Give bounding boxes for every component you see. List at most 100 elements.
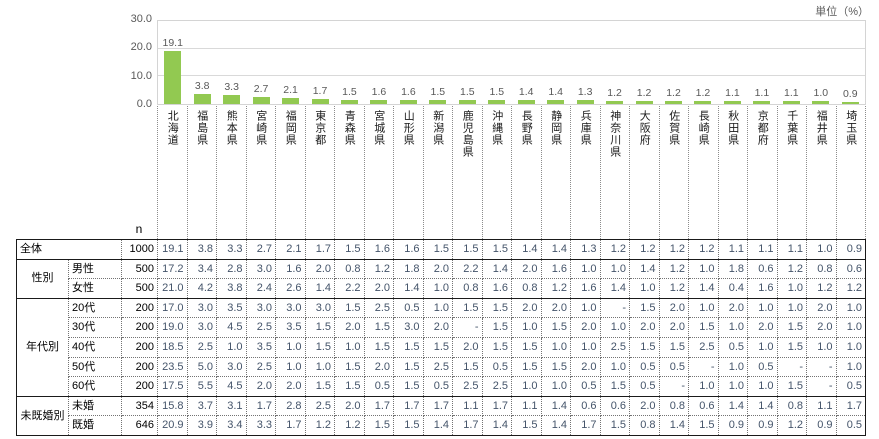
data-cell: 1.6: [393, 239, 424, 260]
bar-value-label: 1.5: [430, 85, 446, 98]
data-cell: 1.5: [334, 356, 365, 378]
data-cell: 1.5: [481, 317, 512, 338]
data-cell: 1.2: [658, 239, 689, 260]
data-cell: 0.8: [452, 278, 483, 299]
data-cell: 1.0: [540, 336, 571, 358]
bar-value-label: 1.4: [548, 86, 563, 99]
bar: [665, 100, 682, 104]
x-axis-category: 佐賀県: [660, 106, 689, 239]
x-axis-category-text: 鹿児島県: [461, 110, 474, 158]
data-cell: 1.0: [776, 278, 807, 299]
data-cell: 1.4: [747, 395, 778, 417]
bar-column: 1.2: [629, 21, 658, 104]
x-axis-category-text: 沖縄県: [490, 110, 503, 146]
n-value: 200: [121, 317, 158, 338]
data-cell: 3.3: [245, 415, 276, 436]
data-cell: 1.5: [363, 336, 394, 358]
bar-value-label: 2.1: [283, 84, 298, 97]
x-axis-category-text: 青森県: [343, 110, 356, 146]
data-cell: 2.2: [452, 258, 483, 280]
data-cell: 1.0: [275, 336, 306, 358]
data-cell: 0.8: [629, 415, 660, 436]
data-cell: 1.1: [806, 395, 837, 417]
bar: [517, 100, 535, 104]
x-axis-category-text: 宮城県: [372, 110, 385, 146]
bar: [488, 99, 506, 104]
data-cell: 1.0: [717, 356, 748, 378]
data-cell: 0.9: [835, 239, 866, 260]
data-cell: 3.0: [304, 297, 335, 319]
row-label: 男性: [68, 258, 122, 280]
data-cell: 1.5: [393, 356, 424, 378]
x-axis-category: 沖縄県: [483, 106, 512, 239]
x-axis-category: 宮崎県: [247, 106, 276, 239]
gridline: [158, 47, 865, 49]
bar-value-label: 1.5: [342, 85, 357, 98]
data-cell: 1.6: [275, 258, 306, 280]
data-cell: 1.5: [393, 376, 424, 397]
data-cell: 1.2: [304, 415, 335, 436]
bar: [753, 100, 771, 104]
data-cell: 0.8: [806, 258, 837, 280]
data-cell: 2.0: [511, 297, 542, 319]
data-cell: -: [776, 356, 807, 378]
bar: [635, 100, 653, 104]
data-cell: 1.5: [481, 239, 512, 260]
data-cell: 1.5: [511, 356, 542, 378]
bar: [282, 98, 300, 104]
data-cell: 3.0: [275, 297, 306, 319]
data-cell: 2.5: [304, 395, 335, 417]
data-cell: -: [599, 297, 630, 319]
data-cell: 0.5: [422, 376, 453, 397]
x-axis-category-text: 長野県: [520, 110, 533, 146]
data-cell: 3.3: [216, 239, 247, 260]
x-axis-category-text: 大阪府: [638, 110, 651, 146]
data-cell: 2.5: [245, 356, 276, 378]
data-cell: 0.6: [599, 395, 630, 417]
data-cell: 1.4: [304, 278, 335, 299]
data-cell: 1.5: [776, 317, 807, 338]
data-cell: 0.6: [835, 258, 866, 280]
data-cell: 1.0: [304, 356, 335, 378]
data-cell: 2.7: [245, 239, 276, 260]
data-cell: 3.0: [186, 317, 217, 338]
x-axis-category: 長野県: [512, 106, 542, 239]
data-cell: 1.3: [570, 239, 601, 260]
data-cell: 1.5: [422, 336, 453, 358]
x-axis-category-text: 神奈川県: [608, 110, 621, 158]
x-axis-category: 埼玉県: [837, 106, 866, 239]
data-cell: 1.2: [835, 278, 866, 299]
x-axis-category-text: 熊本県: [225, 110, 238, 146]
data-cell: 1.0: [570, 336, 601, 358]
n-value: 200: [121, 376, 158, 397]
data-cell: 0.9: [717, 415, 748, 436]
bar: [694, 100, 712, 104]
data-cell: 19.1: [157, 239, 188, 260]
data-cell: 4.5: [216, 317, 247, 338]
unit-label: 単位（%）: [815, 6, 869, 18]
data-cell: 5.0: [186, 356, 217, 378]
data-cell: 2.0: [363, 278, 394, 299]
data-cell: 2.5: [688, 336, 719, 358]
data-cell: 1.7: [275, 415, 306, 436]
data-cell: 1.5: [304, 317, 335, 338]
bar-value-label: 1.1: [725, 86, 740, 99]
data-cell: 0.9: [806, 415, 837, 436]
data-cell: 17.5: [157, 376, 188, 397]
x-axis-category: 静岡県: [542, 106, 571, 239]
n-value: 500: [121, 278, 158, 299]
data-cell: 1.5: [393, 336, 424, 358]
data-cell: 1.5: [599, 376, 630, 397]
data-cell: 0.8: [658, 395, 689, 417]
x-axis-category-text: 福島県: [195, 110, 208, 146]
bar-value-label: 1.1: [784, 86, 799, 99]
bar-column: 2.7: [246, 21, 275, 104]
data-cell: 3.0: [393, 317, 424, 338]
data-cell: 2.0: [629, 395, 660, 417]
data-table: 全体 1000 19.1 3.8 3.3 2.7 2.1 1.7 1.5 1.6 1.6 1.5 1.5…: [16, 239, 866, 436]
data-cell: 1.2: [776, 415, 807, 436]
data-cell: 0.5: [747, 356, 778, 378]
data-cell: 1.5: [511, 336, 542, 358]
data-cell: 1.1: [511, 395, 542, 417]
